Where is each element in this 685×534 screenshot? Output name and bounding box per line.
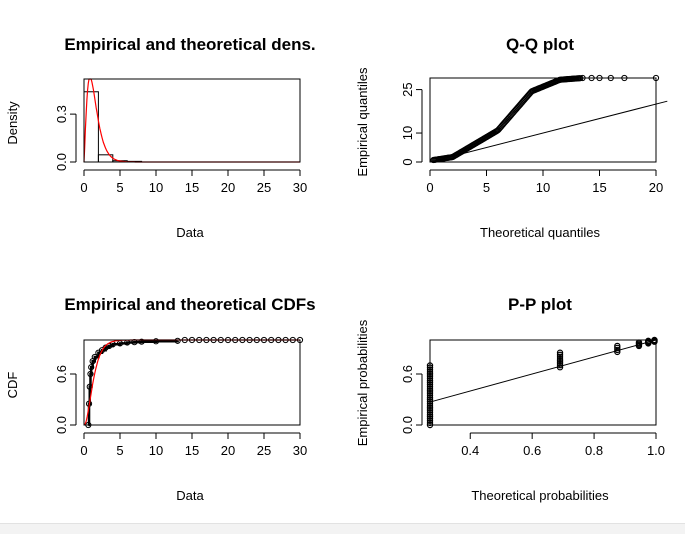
density-xlabel: Data — [176, 225, 204, 240]
cdf-point — [174, 337, 181, 344]
pp-point — [614, 342, 621, 350]
pp-point — [556, 353, 564, 361]
pp-frame — [429, 339, 657, 426]
pp-point — [614, 348, 621, 356]
density-x-tick-label: 5 — [116, 180, 123, 195]
pp-point — [556, 361, 564, 369]
qq-x-tick-label: 10 — [536, 180, 550, 195]
qq-y-tick-label: 0 — [400, 158, 415, 165]
pp-point — [556, 355, 564, 363]
density-x-tick-label: 30 — [293, 180, 307, 195]
cdf-panel: Empirical and theoretical CDFs Data CDF … — [5, 295, 316, 503]
pp-x-tick-label: 0.4 — [461, 443, 479, 458]
qq-plot-area: 0 5 10 15 20 0 10 25 — [400, 74, 668, 195]
density-panel: Empirical and theoretical dens. Data Den… — [5, 35, 316, 240]
qq-x-tick-label: 5 — [483, 180, 490, 195]
qq-ylabel: Empirical quantiles — [355, 67, 370, 177]
pp-y-tick-label: 0.6 — [400, 365, 415, 383]
density-x-tick-label: 25 — [257, 180, 271, 195]
density-title: Empirical and theoretical dens. — [64, 35, 315, 54]
pp-title: P-P plot — [508, 295, 572, 314]
cdf-point — [88, 364, 95, 371]
qq-y-tick-label: 10 — [400, 126, 415, 140]
cdf-ylabel: CDF — [5, 372, 20, 399]
density-fit-curve — [83, 78, 300, 163]
cdf-xlabel: Data — [176, 488, 204, 503]
pp-point — [614, 344, 621, 352]
cdf-x-tick-label: 30 — [293, 443, 307, 458]
cdf-title: Empirical and theoretical CDFs — [64, 295, 315, 314]
pp-point — [645, 337, 652, 345]
cdf-point — [138, 338, 145, 345]
pp-x-tick-label: 0.8 — [585, 443, 603, 458]
pp-plot-area: 0.4 0.6 0.8 1.0 0.0 0.6 — [400, 336, 665, 458]
pp-xlabel: Theoretical probabilities — [471, 488, 609, 503]
cdf-x-tick-label: 20 — [221, 443, 235, 458]
qq-x-tick-label: 20 — [649, 180, 663, 195]
pp-panel: P-P plot Theoretical probabilities Empir… — [355, 295, 665, 503]
cdf-y-tick-label: 0.0 — [54, 416, 69, 434]
pp-point — [614, 346, 621, 354]
pp-reference-line — [429, 339, 657, 403]
bottom-scroll-strip — [0, 523, 685, 534]
density-x-tick-label: 20 — [221, 180, 235, 195]
qq-reference-line — [429, 100, 668, 163]
qq-x-tick-label: 15 — [592, 180, 606, 195]
density-plot-area: 0 5 10 15 20 25 30 0.0 0.3 — [54, 78, 307, 195]
cdf-point — [152, 338, 160, 345]
pp-ylabel: Empirical probabilities — [355, 319, 370, 446]
pp-point — [556, 364, 564, 371]
cdf-x-tick-label: 5 — [116, 443, 123, 458]
cdf-y-tick-label: 0.6 — [54, 365, 69, 383]
pp-point — [556, 349, 564, 356]
cdf-empirical-step — [87, 340, 179, 427]
cdf-x-tick-label: 25 — [257, 443, 271, 458]
cdf-plot-area: 0 5 10 15 20 25 30 0.0 0.6 — [54, 336, 307, 458]
density-x-tick-label: 15 — [185, 180, 199, 195]
qq-xlabel: Theoretical quantiles — [480, 225, 600, 240]
density-bar-0 — [83, 91, 99, 163]
density-frame — [83, 78, 301, 163]
pp-point — [556, 351, 564, 359]
pp-point — [556, 357, 564, 365]
density-x-tick-label: 0 — [80, 180, 87, 195]
qq-panel: Q-Q plot Theoretical quantiles Empirical… — [355, 35, 668, 240]
pp-point — [556, 359, 564, 367]
cdf-fit-curve — [83, 339, 300, 426]
density-ylabel: Density — [5, 101, 20, 145]
density-y-tick-label: 0.0 — [54, 153, 69, 171]
pp-y-tick-label: 0.0 — [400, 416, 415, 434]
cdf-frame — [83, 339, 301, 426]
cdf-point — [87, 370, 94, 378]
cdf-x-tick-label: 0 — [80, 443, 87, 458]
qq-x-tick-label: 0 — [426, 180, 433, 195]
cdf-x-tick-label: 15 — [185, 443, 199, 458]
qq-y-tick-label: 25 — [400, 82, 415, 96]
cdf-x-tick-label: 10 — [149, 443, 163, 458]
pp-x-tick-label: 0.6 — [523, 443, 541, 458]
qq-title: Q-Q plot — [506, 35, 574, 54]
density-x-tick-label: 10 — [149, 180, 163, 195]
cdf-point — [91, 353, 98, 361]
pp-x-tick-label: 1.0 — [647, 443, 665, 458]
density-y-tick-label: 0.3 — [54, 105, 69, 123]
qq-frame — [429, 77, 657, 163]
